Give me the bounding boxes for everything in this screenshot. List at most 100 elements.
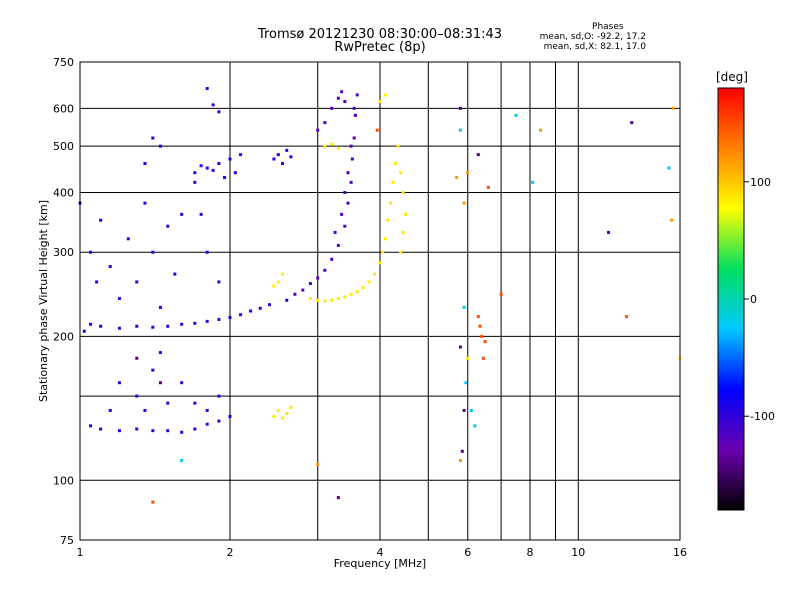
echo-point: [473, 424, 477, 428]
echo-point: [205, 250, 209, 254]
echo-point: [143, 408, 147, 412]
echo-point: [316, 462, 320, 466]
plot-frame: [79, 61, 681, 541]
echo-point: [289, 405, 293, 409]
echo-point: [330, 106, 334, 110]
echo-point: [276, 153, 280, 157]
echo-point: [205, 422, 209, 426]
phase-stats-heading: Phases: [592, 22, 624, 32]
echo-point: [462, 305, 466, 309]
echo-point: [478, 324, 482, 328]
echo-point: [333, 230, 337, 234]
echo-point: [173, 272, 177, 276]
echo-point: [386, 218, 390, 222]
y-tick-label: 750: [53, 56, 74, 69]
echo-point: [671, 106, 675, 110]
echo-point: [166, 429, 170, 433]
echo-point: [293, 292, 297, 296]
echo-point: [367, 280, 371, 284]
echo-point: [476, 153, 480, 157]
echo-point: [355, 93, 359, 97]
echo-point: [89, 322, 93, 326]
echo-point: [143, 161, 147, 165]
echo-point: [340, 90, 344, 94]
echo-point: [349, 180, 353, 184]
echo-point: [135, 427, 139, 431]
phase-stats-x: mean, sd,X: 82.1, 17.0: [543, 42, 646, 52]
echo-point: [464, 381, 468, 385]
echo-point: [625, 315, 629, 319]
echo-point: [316, 276, 320, 280]
echo-point: [180, 430, 184, 434]
echo-point: [607, 230, 611, 234]
echo-point: [217, 394, 221, 398]
echo-point: [483, 340, 487, 344]
echo-point: [373, 272, 377, 276]
ticks-layer: 1 2 4 6 8 10 16 75 100 200 300 400 500 600 750: [53, 56, 687, 559]
echo-point: [272, 284, 276, 288]
echo-point: [336, 496, 340, 500]
y-tick-label: 400: [53, 186, 74, 199]
echo-point: [180, 381, 184, 385]
echo-point: [193, 171, 197, 175]
echo-point: [126, 237, 130, 241]
x-tick-label: 16: [673, 546, 687, 559]
echo-point: [289, 155, 293, 159]
echo-point: [135, 356, 139, 360]
echo-point: [352, 106, 356, 110]
echo-point: [480, 334, 484, 338]
chart-title-line-1: Tromsø 20121230 08:30:00–08:31:43: [257, 27, 503, 42]
echo-point: [375, 128, 379, 132]
echo-point: [462, 408, 466, 412]
echo-point: [158, 144, 162, 148]
echo-point: [455, 175, 459, 179]
echo-point: [336, 146, 340, 150]
echo-point: [458, 128, 462, 132]
echo-point: [143, 201, 147, 205]
echo-point: [281, 416, 285, 420]
echo-point: [151, 500, 155, 504]
echo-point: [466, 356, 470, 360]
echo-point: [481, 356, 485, 360]
echo-point: [323, 121, 327, 125]
echo-point: [99, 324, 103, 328]
echo-point: [199, 212, 203, 216]
echo-point: [343, 190, 347, 194]
echo-point: [630, 121, 634, 125]
echo-point: [205, 408, 209, 412]
echo-point: [193, 180, 197, 184]
echo-point: [267, 303, 271, 307]
y-tick-label: 500: [53, 140, 74, 153]
echo-point: [89, 424, 93, 428]
echo-point: [336, 243, 340, 247]
echo-point: [346, 171, 350, 175]
echo-point: [217, 419, 221, 423]
echo-point: [272, 157, 276, 161]
echo-point: [349, 292, 353, 296]
echo-point: [469, 408, 473, 412]
echo-point: [330, 257, 334, 261]
echo-point: [323, 299, 327, 303]
echo-point: [670, 218, 674, 222]
echo-point: [151, 368, 155, 372]
echo-point: [308, 282, 312, 286]
echo-point: [108, 408, 112, 412]
echo-point: [343, 295, 347, 299]
echo-point: [350, 157, 354, 161]
echo-point: [166, 401, 170, 405]
echo-point: [340, 212, 344, 216]
echo-point: [378, 261, 382, 265]
echo-point: [158, 351, 162, 355]
echo-point: [336, 96, 340, 100]
colorbar-ticks: -100 0 100: [744, 176, 775, 423]
echo-point: [401, 230, 405, 234]
echo-point: [82, 329, 86, 333]
echo-point: [462, 201, 466, 205]
echo-point: [301, 288, 305, 292]
echo-point: [205, 319, 209, 323]
echo-point: [466, 171, 470, 175]
echo-point: [399, 171, 403, 175]
echo-point: [135, 280, 139, 284]
echo-point: [531, 180, 535, 184]
